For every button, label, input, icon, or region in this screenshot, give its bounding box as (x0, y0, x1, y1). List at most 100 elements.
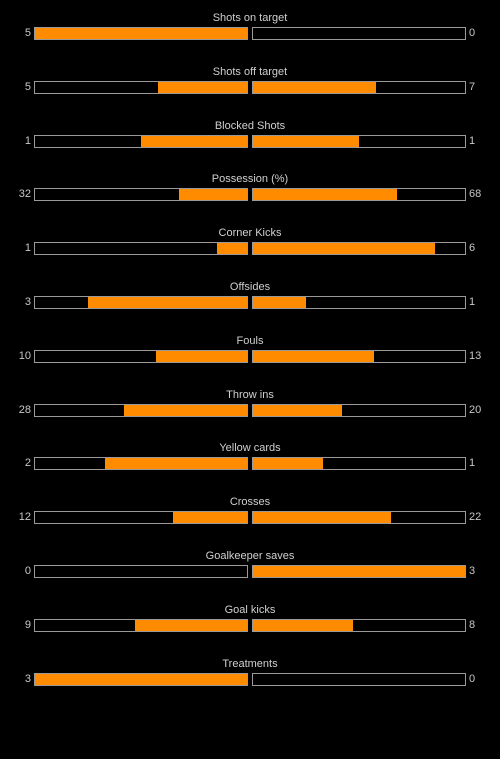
home-value: 1 (24, 242, 31, 255)
away-value: 0 (469, 672, 476, 685)
away-value: 1 (469, 296, 476, 308)
stat-row-shots-off-target: Shots off target 5 7 (0, 66, 500, 106)
away-value: 68 (469, 188, 482, 201)
away-bar (252, 672, 466, 686)
away-bar-fill (253, 297, 306, 308)
stat-row-shots-on-target: Shots on target 5 0 (0, 12, 500, 52)
away-bar-fill (253, 135, 359, 147)
home-value: 5 (24, 27, 31, 39)
stat-label: Blocked Shots (214, 119, 286, 132)
away-bar (252, 27, 466, 40)
home-bar-fill (157, 81, 247, 93)
stat-row-fouls: Fouls 10 13 (0, 335, 500, 375)
home-value: 28 (18, 403, 31, 416)
stat-row-throw-ins: Throw ins 28 20 (0, 389, 500, 429)
stat-label: Shots off target (212, 65, 288, 78)
home-bar (34, 565, 248, 578)
home-value: 1 (24, 134, 31, 147)
home-bar (34, 134, 248, 148)
away-bar-fill (253, 189, 398, 201)
home-bar (34, 80, 248, 94)
away-bar (252, 80, 466, 94)
home-bar-fill (134, 619, 247, 631)
away-value: 6 (469, 242, 476, 255)
stat-label: Crosses (229, 496, 271, 509)
home-bar (34, 349, 248, 363)
stat-label: Goalkeeper saves (205, 550, 295, 562)
stat-row-blocked-shots: Blocked Shots 1 1 (0, 120, 500, 160)
stat-label: Treatments (222, 657, 278, 670)
away-value: 3 (469, 565, 476, 577)
away-bar (252, 511, 466, 525)
home-bar (34, 672, 248, 686)
home-bar-fill (172, 512, 247, 524)
away-bar (252, 565, 466, 578)
stat-row-goalkeeper-saves: Goalkeeper saves 0 3 (0, 550, 500, 590)
home-value: 5 (24, 80, 31, 93)
home-bar (34, 511, 248, 525)
home-bar (34, 296, 248, 309)
stat-label: Corner Kicks (218, 227, 282, 240)
away-value: 20 (469, 403, 482, 416)
away-value: 1 (469, 134, 476, 147)
home-bar-fill (217, 243, 247, 255)
away-bar-fill (253, 81, 376, 93)
stat-label: Fouls (236, 334, 264, 347)
stat-label: Possession (%) (211, 173, 289, 186)
home-value: 32 (18, 188, 31, 201)
away-value: 22 (469, 511, 482, 524)
stat-label: Yellow cards (219, 442, 281, 455)
stat-row-crosses: Crosses 12 22 (0, 496, 500, 536)
home-bar-fill (35, 673, 247, 685)
home-bar-fill (88, 297, 247, 308)
home-value: 9 (24, 618, 31, 631)
away-bar-fill (253, 619, 353, 631)
away-value: 8 (469, 618, 476, 631)
stat-label: Offsides (229, 281, 271, 293)
stat-label: Goal kicks (224, 603, 276, 616)
away-bar (252, 242, 466, 256)
away-bar (252, 349, 466, 363)
stat-row-corner-kicks: Corner Kicks 1 6 (0, 227, 500, 267)
stat-row-offsides: Offsides 3 1 (0, 281, 500, 321)
away-bar-fill (253, 458, 323, 470)
away-value: 1 (469, 457, 476, 470)
away-bar-fill (253, 404, 343, 416)
away-bar-fill (253, 350, 374, 362)
stat-row-treatments: Treatments 3 0 (0, 658, 500, 698)
home-bar (34, 457, 248, 471)
away-bar (252, 457, 466, 471)
home-bar-fill (124, 404, 247, 416)
stat-row-goal-kicks: Goal kicks 9 8 (0, 604, 500, 644)
away-value: 13 (469, 349, 482, 362)
home-value: 3 (24, 296, 31, 308)
away-bar-fill (253, 512, 391, 524)
home-bar (34, 27, 248, 40)
away-bar-fill (253, 243, 436, 255)
away-bar-fill (253, 566, 465, 577)
home-value: 0 (24, 565, 31, 577)
home-value: 10 (18, 349, 31, 362)
home-value: 3 (24, 672, 31, 685)
home-bar (34, 618, 248, 632)
home-bar-fill (104, 458, 247, 470)
away-bar (252, 188, 466, 202)
home-bar (34, 188, 248, 202)
home-bar-fill (179, 189, 247, 201)
home-bar-fill (35, 28, 247, 39)
stat-row-possession: Possession (%) 32 68 (0, 173, 500, 213)
away-bar (252, 134, 466, 148)
away-bar (252, 296, 466, 309)
stat-row-yellow-cards: Yellow cards 2 1 (0, 442, 500, 482)
away-bar (252, 403, 466, 417)
away-bar (252, 618, 466, 632)
home-value: 12 (18, 511, 31, 524)
home-bar-fill (141, 135, 247, 147)
away-value: 7 (469, 80, 476, 93)
home-value: 2 (24, 457, 31, 470)
away-value: 0 (469, 27, 476, 39)
stat-label: Throw ins (226, 388, 274, 401)
stat-label: Shots on target (212, 12, 288, 24)
home-bar (34, 242, 248, 256)
